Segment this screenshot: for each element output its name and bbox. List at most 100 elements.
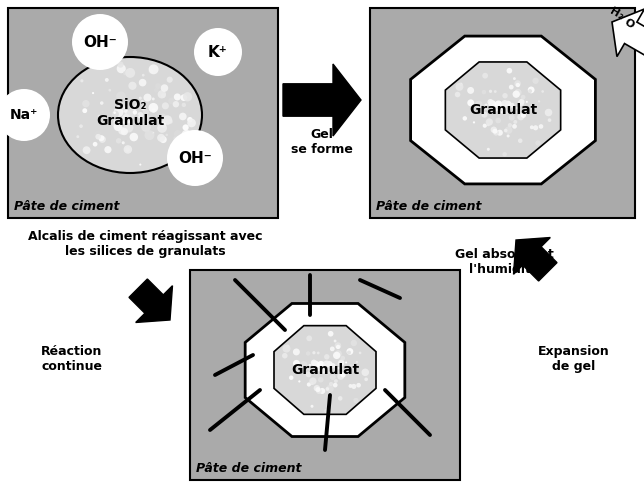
Ellipse shape	[328, 331, 334, 337]
Ellipse shape	[160, 114, 166, 119]
Text: H₂: H₂	[609, 6, 625, 22]
Ellipse shape	[105, 78, 109, 82]
Ellipse shape	[307, 364, 313, 371]
Ellipse shape	[467, 87, 474, 94]
Text: Pâte de ciment: Pâte de ciment	[14, 200, 120, 213]
Ellipse shape	[338, 396, 343, 400]
Ellipse shape	[99, 135, 104, 141]
Ellipse shape	[95, 130, 102, 137]
Ellipse shape	[327, 361, 332, 367]
Ellipse shape	[102, 111, 104, 113]
Ellipse shape	[118, 102, 126, 109]
Text: Gel absorbant
l'humidité: Gel absorbant l'humidité	[455, 248, 553, 276]
Ellipse shape	[530, 104, 535, 109]
Ellipse shape	[317, 352, 319, 355]
Ellipse shape	[518, 99, 524, 105]
Ellipse shape	[129, 133, 138, 141]
Ellipse shape	[468, 100, 474, 107]
Ellipse shape	[309, 364, 311, 366]
Ellipse shape	[325, 367, 327, 369]
Ellipse shape	[164, 119, 171, 126]
Ellipse shape	[501, 100, 508, 107]
Ellipse shape	[93, 142, 97, 146]
Ellipse shape	[182, 138, 187, 143]
Ellipse shape	[324, 354, 330, 360]
Ellipse shape	[137, 115, 138, 117]
Ellipse shape	[182, 130, 191, 139]
Ellipse shape	[183, 134, 191, 142]
Ellipse shape	[533, 78, 539, 84]
Text: Na⁺: Na⁺	[10, 108, 38, 122]
Ellipse shape	[516, 110, 520, 114]
Ellipse shape	[365, 377, 368, 381]
Ellipse shape	[138, 97, 142, 100]
Ellipse shape	[129, 117, 133, 121]
Ellipse shape	[128, 114, 131, 116]
Ellipse shape	[533, 125, 538, 130]
Ellipse shape	[513, 120, 517, 124]
Ellipse shape	[82, 108, 87, 113]
Ellipse shape	[335, 342, 341, 349]
Ellipse shape	[144, 101, 149, 106]
Ellipse shape	[126, 147, 130, 152]
Ellipse shape	[513, 77, 516, 80]
Ellipse shape	[282, 353, 288, 359]
Ellipse shape	[521, 95, 526, 100]
Text: O: O	[623, 17, 636, 31]
Ellipse shape	[142, 115, 152, 124]
Ellipse shape	[355, 361, 358, 363]
Ellipse shape	[118, 127, 126, 134]
Ellipse shape	[137, 112, 144, 119]
Text: Pâte de ciment: Pâte de ciment	[376, 200, 482, 213]
Ellipse shape	[504, 128, 507, 132]
Ellipse shape	[104, 146, 111, 153]
Ellipse shape	[495, 101, 502, 109]
Ellipse shape	[116, 92, 126, 101]
Text: OH⁻: OH⁻	[83, 34, 117, 49]
Ellipse shape	[122, 141, 125, 144]
Ellipse shape	[121, 115, 131, 124]
Ellipse shape	[512, 124, 517, 128]
Ellipse shape	[507, 104, 512, 109]
Ellipse shape	[535, 140, 540, 145]
Ellipse shape	[323, 367, 331, 374]
Ellipse shape	[124, 110, 131, 117]
Ellipse shape	[337, 361, 344, 367]
Ellipse shape	[328, 392, 331, 395]
Text: SiO₂: SiO₂	[114, 98, 146, 112]
Ellipse shape	[526, 101, 528, 103]
Text: Réaction
continue: Réaction continue	[41, 345, 102, 373]
Ellipse shape	[493, 130, 499, 135]
Ellipse shape	[494, 90, 497, 93]
Ellipse shape	[515, 80, 521, 87]
Ellipse shape	[114, 123, 122, 131]
Ellipse shape	[152, 98, 155, 101]
Ellipse shape	[488, 100, 496, 108]
Polygon shape	[274, 326, 376, 414]
Ellipse shape	[163, 116, 172, 125]
Ellipse shape	[125, 68, 135, 78]
Ellipse shape	[103, 155, 108, 160]
Polygon shape	[411, 36, 596, 184]
Ellipse shape	[117, 64, 126, 73]
Ellipse shape	[517, 114, 524, 121]
Ellipse shape	[160, 84, 168, 92]
Ellipse shape	[330, 347, 335, 351]
Text: Gel
se forme: Gel se forme	[291, 128, 353, 156]
Ellipse shape	[317, 368, 321, 372]
Ellipse shape	[159, 116, 162, 118]
Ellipse shape	[132, 99, 138, 104]
Polygon shape	[513, 238, 557, 281]
Ellipse shape	[483, 104, 489, 110]
Ellipse shape	[144, 94, 151, 102]
Ellipse shape	[127, 110, 135, 118]
Ellipse shape	[158, 90, 166, 99]
Ellipse shape	[488, 99, 493, 105]
Ellipse shape	[293, 349, 300, 356]
Ellipse shape	[187, 117, 193, 123]
Ellipse shape	[187, 119, 196, 127]
Ellipse shape	[475, 101, 482, 108]
Ellipse shape	[160, 121, 166, 127]
Ellipse shape	[125, 111, 131, 117]
Ellipse shape	[123, 107, 126, 109]
